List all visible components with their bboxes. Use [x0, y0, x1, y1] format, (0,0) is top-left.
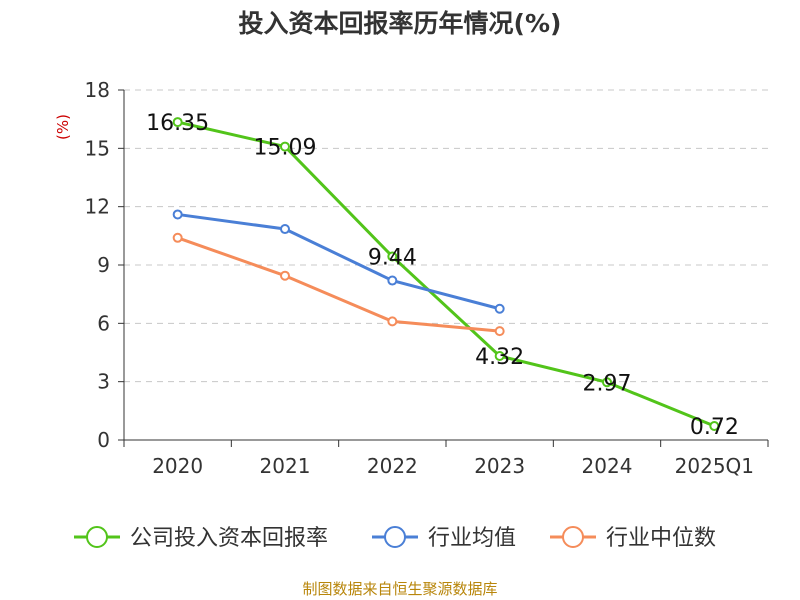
- legend-marker: [562, 526, 584, 548]
- data-point: [709, 421, 720, 431]
- data-point: [494, 303, 505, 314]
- series-lines: [172, 117, 720, 431]
- series-line-0: [177, 120, 715, 428]
- legend: 公司投入资本回报率 行业均值 行业中位数: [74, 526, 716, 551]
- data-point: [387, 316, 398, 327]
- series-line-2: [177, 236, 500, 333]
- axes: 0 3 6 9 12 15 18 (%) 2020 2021 2022 2023 2024 2025Q1: [54, 78, 769, 478]
- legend-label: 行业均值: [428, 526, 516, 551]
- data-point: [280, 141, 290, 152]
- data-label: 16.35: [146, 111, 209, 136]
- data-point: [280, 270, 290, 281]
- x-tick-label: 2024: [582, 454, 633, 478]
- data-point: [602, 377, 612, 388]
- chart-title: 投入资本回报率历年情况(%): [238, 9, 562, 38]
- legend-label: 公司投入资本回报率: [130, 526, 328, 551]
- y-tick-label: 12: [85, 195, 110, 219]
- x-tick-label: 2021: [260, 454, 311, 478]
- x-tick-label: 2020: [152, 454, 203, 478]
- y-tick-label: 18: [85, 78, 110, 102]
- legend-marker: [86, 526, 108, 548]
- data-label: 2.97: [583, 371, 632, 396]
- data-point: [494, 351, 505, 361]
- data-label: 4.32: [475, 345, 524, 370]
- data-label: 15.09: [254, 136, 317, 161]
- legend-label: 行业中位数: [606, 526, 716, 551]
- data-point: [280, 224, 290, 235]
- gridlines: [124, 89, 768, 383]
- data-point: [172, 209, 183, 220]
- y-tick-label: 0: [97, 428, 110, 452]
- data-point: [172, 232, 183, 243]
- data-point: [172, 117, 183, 128]
- x-tick-label: 2022: [367, 454, 418, 478]
- data-point: [387, 251, 398, 262]
- y-axis-unit-label: (%): [54, 114, 72, 140]
- data-label: 9.44: [368, 245, 417, 270]
- y-tick-label: 9: [97, 253, 110, 277]
- x-tick-label: 2025Q1: [675, 454, 754, 478]
- y-tick-label: 6: [97, 311, 110, 335]
- source-note: 制图数据来自恒生聚源数据库: [302, 580, 498, 598]
- y-tick-label: 3: [97, 370, 110, 394]
- series-line-1: [177, 212, 501, 311]
- x-tick-label: 2023: [474, 454, 525, 478]
- data-point: [494, 326, 505, 337]
- data-point: [387, 275, 398, 286]
- data-label: 0.72: [690, 415, 739, 440]
- legend-marker: [384, 526, 406, 548]
- data-labels: 16.35 15.09 9.44 4.32 2.97 0.72: [146, 111, 739, 440]
- y-tick-label: 15: [85, 136, 110, 160]
